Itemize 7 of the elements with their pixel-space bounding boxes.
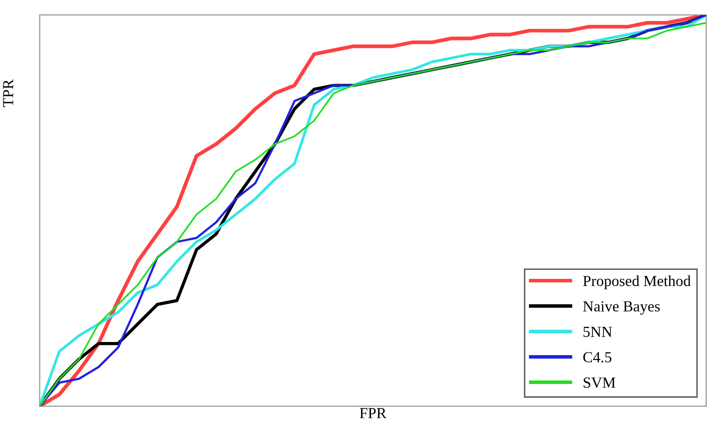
legend-label: SVM <box>584 378 616 388</box>
legend-label: 5NN <box>584 326 612 337</box>
legend-label: Proposed Method <box>583 275 691 290</box>
legend-label: C4.5 <box>583 352 612 362</box>
legend-label: Naive Bayes <box>583 301 660 315</box>
x-axis-title: FPR <box>360 408 387 418</box>
y-axis-title: TPR <box>3 79 14 107</box>
